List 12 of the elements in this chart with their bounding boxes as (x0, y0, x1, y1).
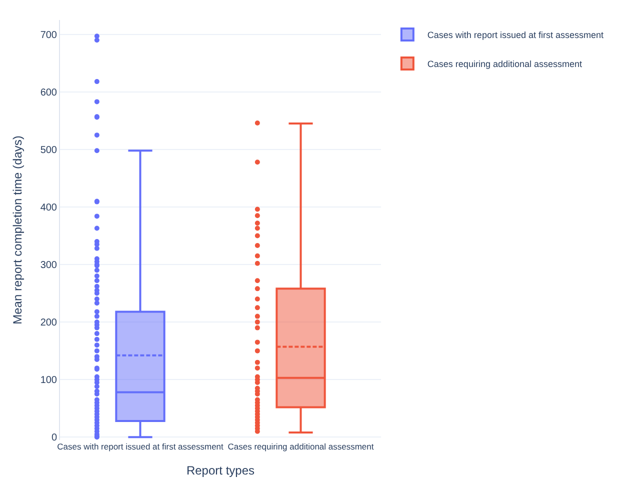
y-tick-label: 500 (40, 144, 58, 156)
y-tick-label: 200 (40, 318, 58, 329)
y-tick-label: 0 (51, 432, 58, 444)
y-tick-label: 700 (40, 30, 58, 41)
y-tick-label: 600 (40, 87, 58, 98)
legend-label: Cases requiring additional assessment (427, 59, 582, 70)
x-axis-title: Report types (186, 463, 255, 478)
y-tick-label: 100 (40, 375, 58, 386)
legend-label: Cases with report issued at first assessment (427, 30, 604, 40)
y-tick-label: 300 (40, 260, 58, 272)
y-tick-label: 400 (40, 202, 58, 214)
y-axis-title: Mean report completion time (days) (10, 136, 25, 324)
